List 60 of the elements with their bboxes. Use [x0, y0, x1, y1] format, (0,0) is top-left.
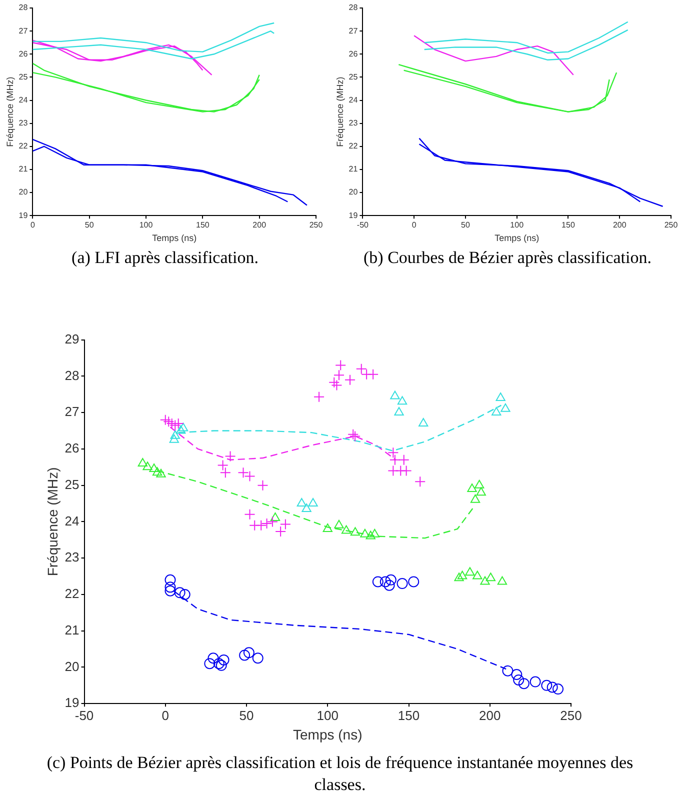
x-tick-label: 250 — [560, 708, 582, 723]
y-tick-label: 23 — [64, 550, 80, 565]
y-tick-label: 24 — [64, 513, 80, 528]
y-tick-label: 24 — [18, 95, 28, 104]
y-tick-label: 25 — [64, 476, 80, 492]
x-axis-title: Temps (ns) — [293, 726, 362, 742]
x-tick-label: 250 — [309, 220, 324, 230]
y-axis-title: Fréquence (MHz) — [334, 76, 345, 147]
y-tick-label: 29 — [64, 331, 80, 346]
y-tick-label: 22 — [348, 142, 358, 151]
x-tick-label: -50 — [74, 708, 94, 723]
x-axis-title: Temps (ns) — [152, 233, 197, 244]
y-tick-label: 21 — [18, 164, 28, 174]
y-tick-label: 22 — [64, 586, 80, 602]
x-tick-label: 100 — [316, 708, 338, 723]
y-tick-label: 27 — [348, 26, 358, 36]
x-tick-label: 200 — [479, 708, 501, 723]
y-tick-label: 24 — [348, 95, 358, 104]
y-tick-label: 23 — [18, 118, 28, 128]
x-tick-label: 50 — [461, 220, 470, 230]
y-tick-label: 21 — [348, 164, 358, 174]
x-tick-label: -50 — [356, 220, 370, 230]
text: (a) LFI après classification. — [70, 247, 260, 269]
y-tick-label: 26 — [348, 49, 358, 58]
y-tick-label: 26 — [64, 440, 80, 456]
y-tick-label: 27 — [18, 26, 28, 36]
x-axis-title: Temps (ns) — [494, 233, 540, 244]
x-tick-label: 50 — [84, 220, 94, 230]
y-tick-label: 26 — [18, 49, 28, 58]
y-tick-label: 23 — [348, 118, 358, 128]
y-tick-label: 21 — [64, 622, 80, 638]
text: (c) Points de Bézier après classification et lois de fréquence instantanée moyennes des classes. — [46, 752, 634, 796]
x-tick-label: 150 — [562, 220, 576, 230]
y-tick-label: 25 — [18, 72, 28, 82]
x-tick-label: 200 — [612, 220, 627, 230]
y-tick-label: 20 — [64, 658, 80, 674]
x-tick-label: 200 — [252, 220, 267, 230]
y-tick-label: 19 — [18, 210, 28, 220]
y-tick-label: 19 — [348, 210, 358, 220]
y-tick-label: 27 — [64, 404, 80, 420]
y-axis-title: Fréquence (MHz) — [44, 467, 60, 576]
y-axis-title: Fréquence (MHz) — [4, 76, 15, 147]
y-tick-label: 22 — [18, 142, 28, 151]
x-tick-label: 50 — [239, 708, 254, 723]
y-tick-label: 28 — [64, 368, 80, 383]
y-tick-label: 20 — [18, 188, 28, 197]
y-tick-label: 19 — [64, 695, 80, 710]
x-tick-label: 250 — [664, 220, 678, 230]
x-tick-label: 150 — [196, 220, 210, 230]
y-tick-label: 28 — [18, 3, 28, 12]
x-tick-label: 0 — [30, 220, 36, 230]
y-tick-label: 28 — [348, 3, 358, 12]
y-tick-label: 25 — [348, 72, 358, 82]
y-tick-label: 20 — [348, 188, 358, 197]
text: (b) Courbes de Bézier après classification. — [362, 247, 652, 269]
x-tick-label: 100 — [510, 220, 524, 230]
x-tick-label: 0 — [162, 708, 169, 723]
x-tick-label: 0 — [412, 220, 417, 230]
x-tick-label: 100 — [139, 220, 154, 230]
x-tick-label: 150 — [398, 708, 420, 723]
